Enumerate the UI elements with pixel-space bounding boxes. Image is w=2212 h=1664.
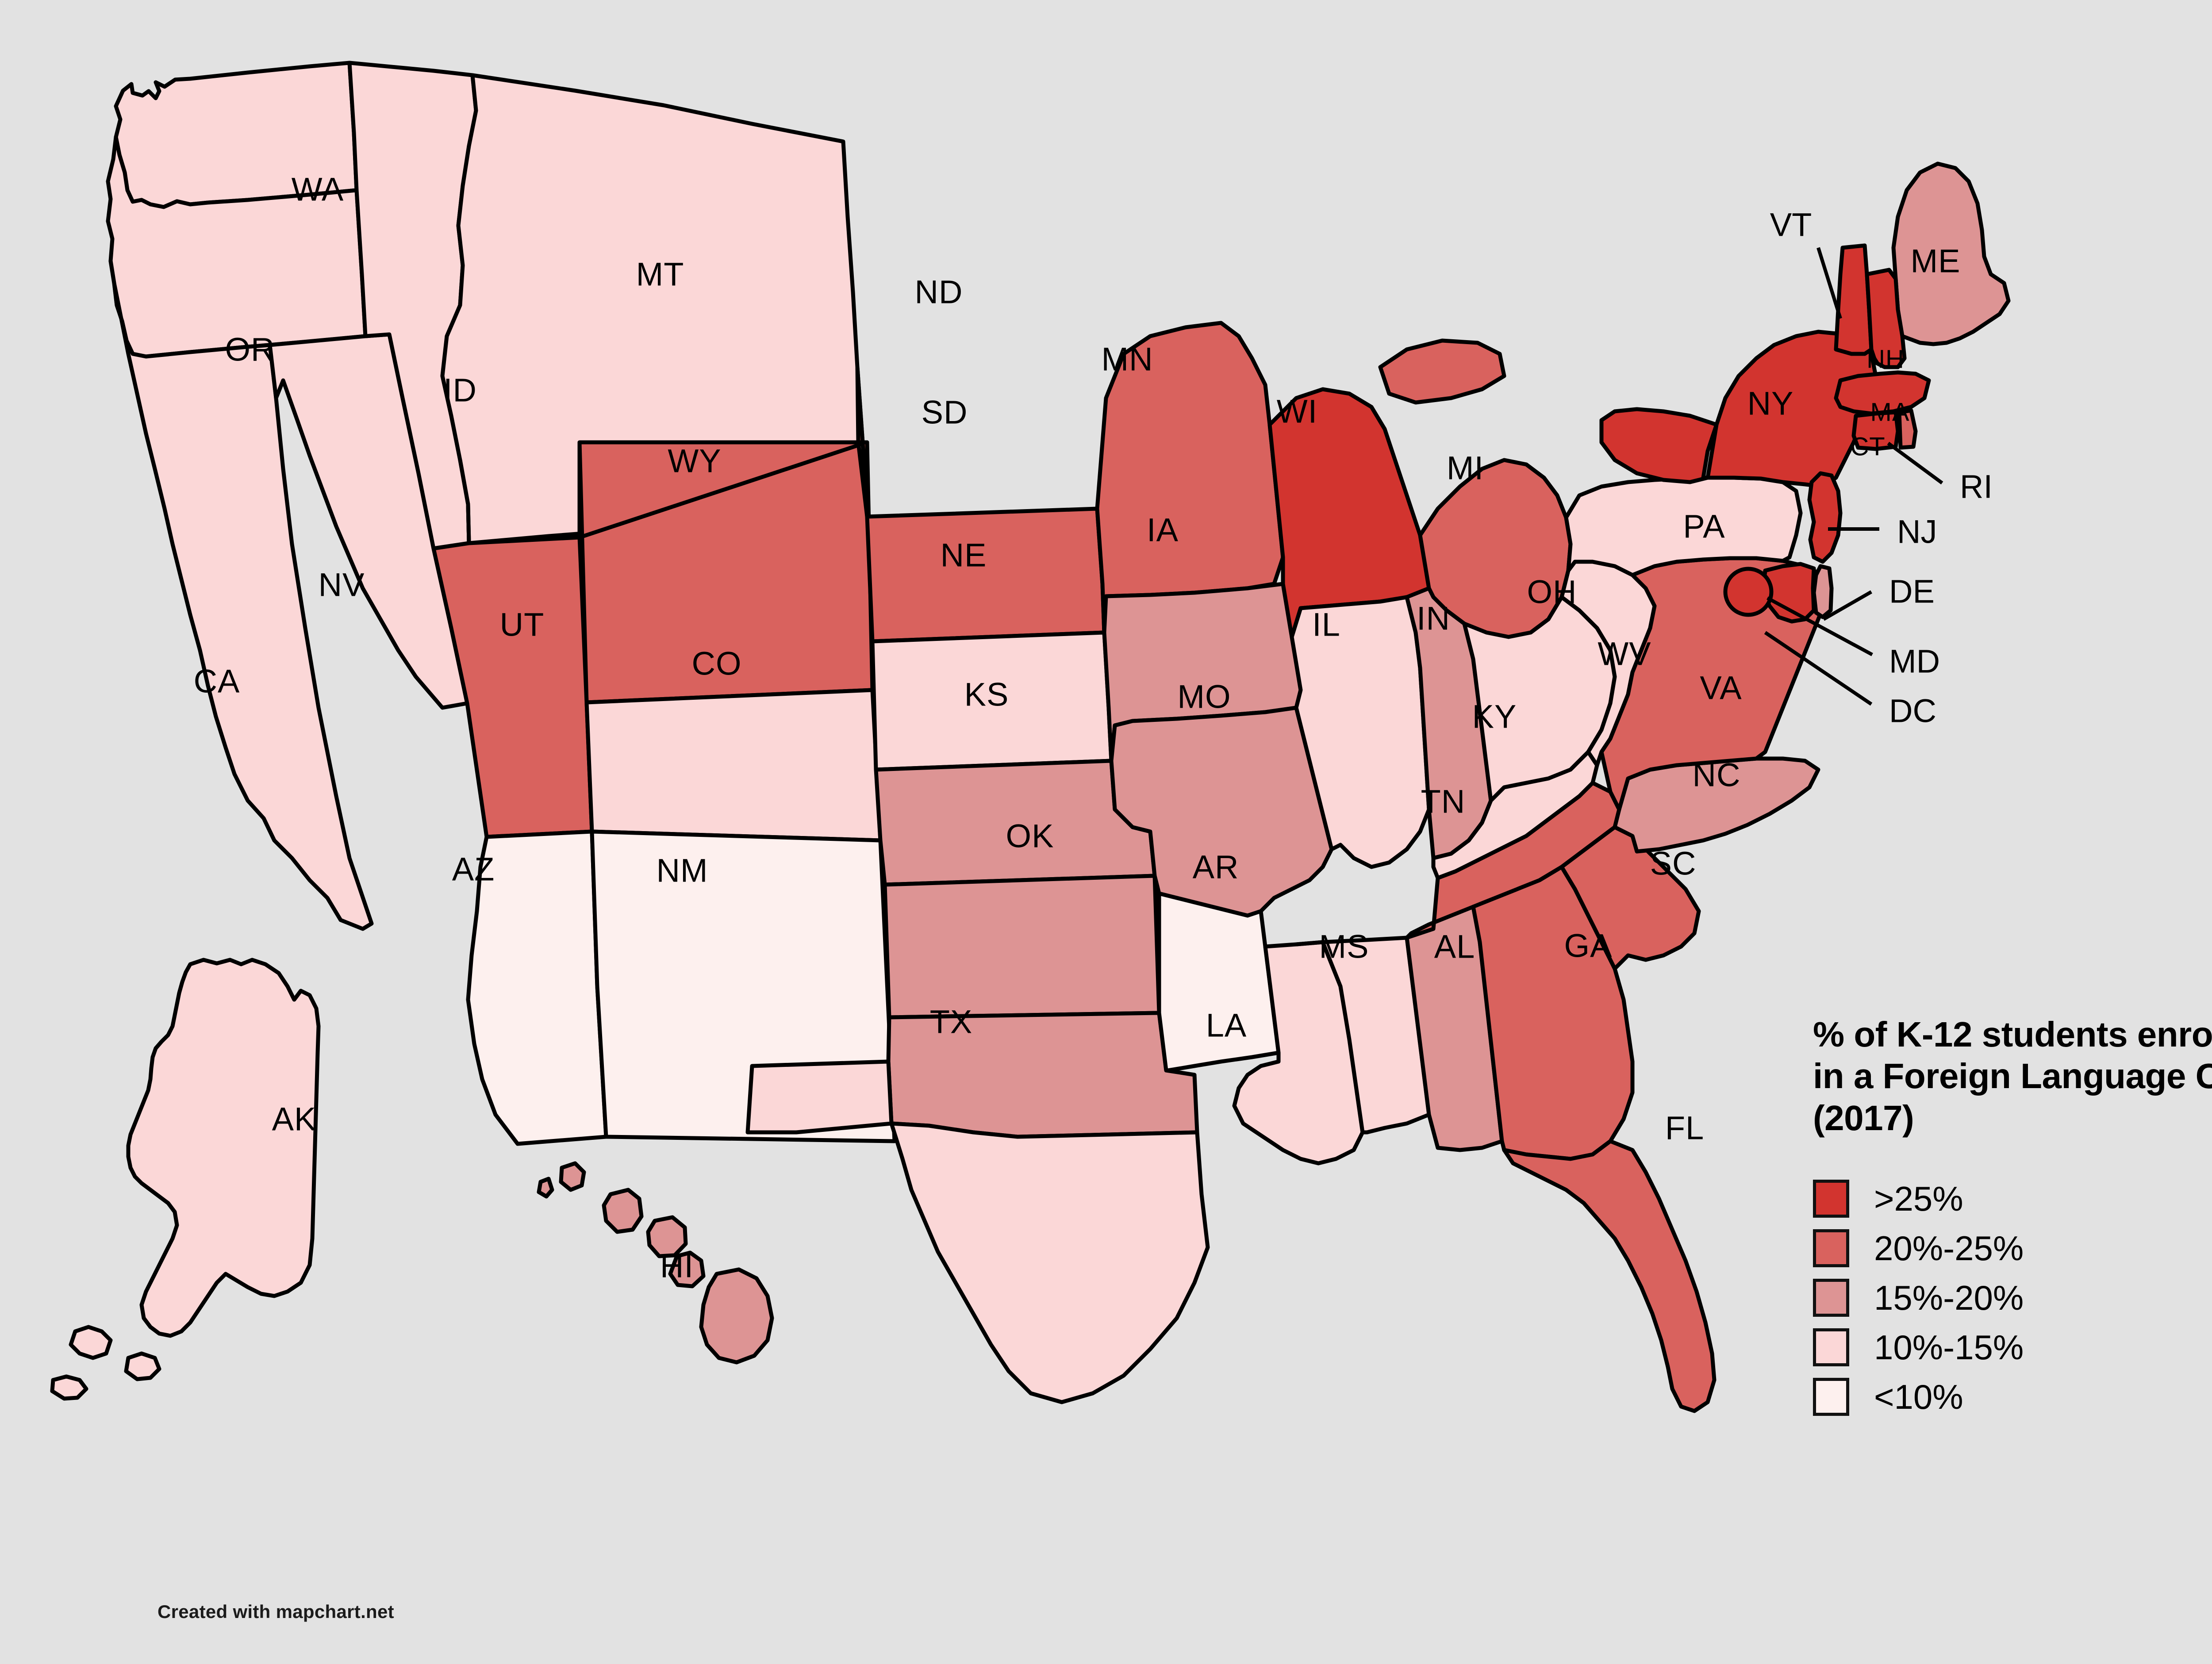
state-label-ia: IA — [1147, 512, 1179, 548]
state-label-fl: FL — [1665, 1110, 1704, 1146]
state-tx[interactable] — [745, 1059, 1210, 1404]
leader-line-vt — [1816, 247, 1842, 319]
state-label-ak: AK — [272, 1101, 317, 1138]
state-label-id: ID — [443, 372, 477, 409]
state-ri[interactable] — [1897, 408, 1918, 450]
state-label-ct: CT — [1850, 433, 1885, 461]
state-fl[interactable] — [1502, 1139, 1717, 1413]
state-nj[interactable] — [1807, 471, 1843, 564]
state-label-mn: MN — [1101, 341, 1153, 378]
legend-row: 20%-25% — [1813, 1229, 2212, 1268]
state-label-nd: ND — [915, 274, 963, 311]
state-label-tx: TX — [930, 1004, 973, 1040]
state-label-ne: NE — [941, 537, 987, 574]
state-ny[interactable] — [1599, 330, 1878, 489]
leader-line-md — [1767, 596, 1873, 656]
state-label-wi: WI — [1277, 393, 1317, 430]
state-label-ma: MA — [1870, 398, 1910, 427]
state-co[interactable] — [584, 688, 883, 843]
state-label-al: AL — [1434, 928, 1475, 965]
legend-swatch — [1813, 1328, 1849, 1367]
state-dc[interactable] — [1723, 567, 1774, 617]
state-label-pa: PA — [1683, 508, 1725, 545]
state-label-hi: HI — [660, 1248, 694, 1284]
legend-swatch — [1813, 1378, 1849, 1416]
map-legend: % of K-12 students enrolled in a Foreign… — [1813, 1014, 2212, 1427]
state-label-az: AZ — [452, 851, 495, 888]
state-label-nh: NH — [1866, 345, 1905, 374]
legend-label: >25% — [1874, 1179, 1963, 1219]
leader-line-dc — [1764, 631, 1873, 706]
state-ar[interactable] — [1157, 891, 1281, 1073]
state-mt[interactable] — [440, 73, 869, 545]
legend-swatch — [1813, 1180, 1849, 1218]
state-label-nv: NV — [319, 567, 365, 603]
state-label-sc: SC — [1650, 845, 1697, 882]
state-vt[interactable] — [1834, 243, 1874, 356]
state-label-mt: MT — [636, 256, 684, 293]
state-label-wy: WY — [668, 443, 721, 479]
state-label-ks: KS — [964, 676, 1009, 713]
state-label-nj: NJ — [1897, 514, 1937, 550]
state-label-co: CO — [692, 645, 742, 682]
legend-label: 10%-15% — [1874, 1328, 2024, 1367]
legend-row: >25% — [1813, 1180, 2212, 1218]
legend-items: >25% 20%-25% 15%-20% 10%-15% <10% — [1813, 1180, 2212, 1416]
state-label-md: MD — [1889, 643, 1940, 680]
state-label-oh: OH — [1527, 574, 1577, 610]
state-label-ar: AR — [1193, 849, 1239, 886]
state-de[interactable] — [1812, 564, 1834, 619]
state-label-va: VA — [1700, 670, 1742, 706]
state-label-nc: NC — [1693, 757, 1741, 794]
state-label-il: IL — [1312, 606, 1340, 643]
state-nh[interactable] — [1865, 268, 1907, 369]
state-label-or: OR — [225, 331, 275, 368]
state-label-ga: GA — [1564, 928, 1613, 964]
leader-line-ri — [1887, 441, 1943, 485]
state-label-ok: OK — [1006, 818, 1054, 855]
state-label-ms: MS — [1319, 928, 1369, 965]
state-label-ri: RI — [1960, 468, 1993, 505]
state-pa[interactable] — [1564, 475, 1803, 577]
state-label-me: ME — [1911, 243, 1961, 280]
state-label-nm: NM — [656, 852, 708, 889]
state-label-ut: UT — [500, 606, 545, 643]
legend-label: <10% — [1874, 1377, 1963, 1417]
state-label-dc: DC — [1889, 693, 1936, 729]
legend-row: 10%-15% — [1813, 1328, 2212, 1367]
state-label-mo: MO — [1177, 679, 1231, 715]
state-me[interactable] — [1891, 161, 2011, 346]
legend-swatch — [1813, 1279, 1849, 1317]
state-label-mi: MI — [1447, 450, 1484, 487]
state-label-la: LA — [1206, 1007, 1247, 1044]
state-label-vt: VT — [1770, 207, 1812, 243]
state-ca[interactable] — [108, 259, 374, 931]
state-label-sd: SD — [922, 394, 968, 431]
state-hi[interactable] — [537, 1161, 774, 1365]
legend-title: % of K-12 students enrolled in a Foreign… — [1813, 1015, 2212, 1138]
state-label-tn: TN — [1421, 783, 1466, 820]
attribution-credit: Created with mapchart.net — [157, 1601, 394, 1622]
state-label-de: DE — [1889, 573, 1935, 610]
state-label-in: IN — [1417, 600, 1450, 637]
legend-label: 15%-20% — [1874, 1278, 2024, 1318]
state-ct[interactable] — [1851, 410, 1900, 451]
state-label-wa: WA — [292, 171, 344, 208]
state-label-wv: WV — [1598, 636, 1651, 672]
state-ma[interactable] — [1834, 370, 1931, 416]
state-label-ky: KY — [1472, 698, 1517, 735]
leader-line-de — [1823, 590, 1872, 621]
legend-swatch — [1813, 1229, 1849, 1268]
legend-row: <10% — [1813, 1378, 2212, 1416]
state-label-ca: CA — [194, 663, 240, 700]
state-mo[interactable] — [1109, 705, 1334, 918]
state-label-ny: NY — [1747, 385, 1794, 422]
state-ks[interactable] — [883, 874, 1161, 1020]
state-ak[interactable] — [50, 958, 321, 1401]
legend-row: 15%-20% — [1813, 1279, 2212, 1317]
legend-label: 20%-25% — [1874, 1229, 2024, 1268]
